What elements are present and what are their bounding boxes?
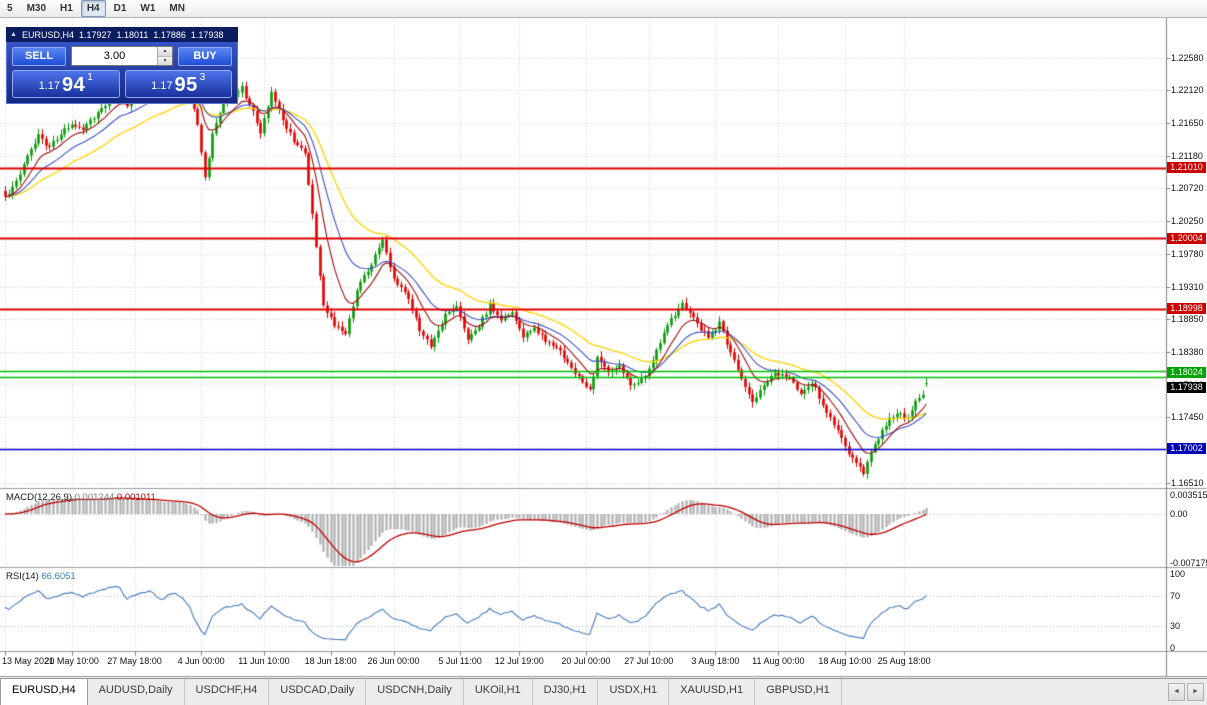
ohlc-low: 1.17886 — [153, 29, 186, 40]
chart-tab-audusd-daily[interactable]: AUDUSD,Daily — [88, 679, 185, 705]
ohlc-high: 1.18011 — [116, 29, 149, 40]
tab-scroll-arrows: ◄ ► — [1168, 679, 1207, 705]
chart-tab-bar: EURUSD,H4 AUDUSD,Daily USDCHF,H4 USDCAD,Dai… — [0, 678, 1207, 705]
ohlc-close: 1.17938 — [190, 29, 224, 40]
chart-tab-xauusd-h1[interactable]: XAUUSD,H1 — [669, 679, 756, 705]
chart-ohlc-header: ▲ EURUSD,H4 1.17927 1.18011 1.17886 1.17… — [6, 27, 238, 42]
chart-tab-usdcad-daily[interactable]: USDCAD,Daily — [269, 679, 367, 705]
timeframe-button-d1[interactable]: D1 — [113, 3, 127, 14]
chart-tab-usdx-h1[interactable]: USDX,H1 — [598, 679, 670, 705]
sell-price-pips: 94 — [62, 74, 86, 96]
chart-tab-gbpusd-h1[interactable]: GBPUSD,H1 — [755, 679, 842, 705]
chart-tab-dj30-h1[interactable]: DJ30,H1 — [533, 679, 599, 705]
scroll-left-icon[interactable]: ◄ — [1168, 683, 1185, 701]
timeframe-button-mn[interactable]: MN — [169, 3, 185, 14]
sell-price-figure: 1.17 — [38, 80, 61, 92]
timeframe-button-w1[interactable]: W1 — [140, 3, 156, 14]
sell-price-point: 1 — [87, 72, 93, 83]
timeframe-button-h4[interactable]: H4 — [80, 0, 106, 17]
scroll-right-icon[interactable]: ► — [1187, 683, 1204, 701]
buy-button[interactable]: BUY — [178, 46, 232, 66]
sell-price-display[interactable]: 1.17 94 1 — [12, 70, 120, 98]
collapse-panel-icon[interactable]: ▲ — [10, 31, 17, 38]
volume-decrease-button[interactable]: ▼ — [158, 56, 172, 65]
timeframe-button-m30[interactable]: M30 — [26, 3, 47, 14]
trade-panel-body: SELL ▲ ▼ BUY 1.17 94 1 1.17 95 3 — [6, 42, 238, 104]
buy-price-pips: 95 — [174, 74, 198, 96]
buy-price-point: 3 — [199, 72, 206, 83]
chart-tab-ukoil-h1[interactable]: UKOil,H1 — [464, 679, 533, 705]
volume-increase-button[interactable]: ▲ — [158, 47, 172, 57]
sell-button[interactable]: SELL — [12, 46, 66, 66]
buy-price-figure: 1.17 — [151, 80, 173, 92]
chart-tab-usdcnh-daily[interactable]: USDCNH,Daily — [366, 679, 464, 705]
buy-price-display[interactable]: 1.17 95 3 — [124, 70, 232, 98]
chart-tab-usdchf-h4[interactable]: USDCHF,H4 — [185, 679, 270, 705]
timeframe-button-h1[interactable]: H1 — [60, 3, 73, 14]
one-click-trading-panel: ▲ EURUSD,H4 1.17927 1.18011 1.17886 1.17… — [6, 27, 238, 104]
timeframe-button-5[interactable]: 5 — [7, 3, 13, 14]
volume-input[interactable] — [72, 47, 157, 65]
ohlc-open: 1.17927 — [78, 29, 112, 40]
chart-tab-eurusd-h4[interactable]: EURUSD,H4 — [0, 679, 88, 705]
chart-symbol-title: EURUSD,H4 — [21, 29, 74, 40]
volume-control: ▲ ▼ — [71, 46, 173, 66]
timeframe-toolbar: 5 M30 H1 H4 D1 W1 MN — [0, 0, 1207, 18]
